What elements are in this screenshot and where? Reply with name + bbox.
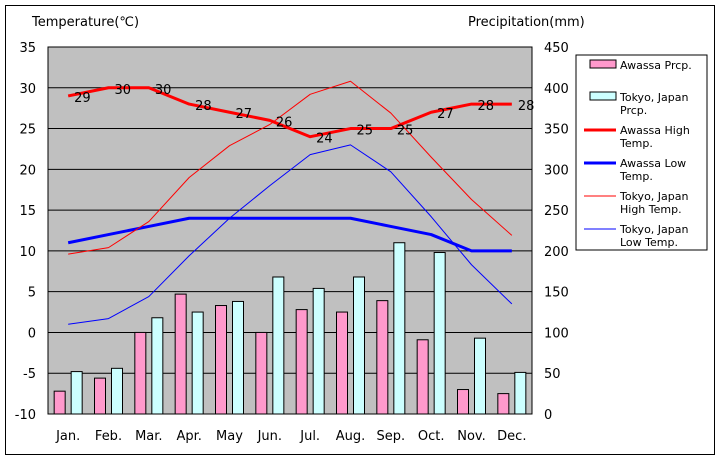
bar-tokyo-prcp (474, 337, 486, 415)
bar-tokyo-prcp (151, 317, 164, 415)
bar-tokyo-prcp (70, 371, 83, 415)
legend-label: Awassa Prcp. (620, 59, 692, 72)
right-tick-label: 200 (544, 245, 569, 260)
right-tick-label: 100 (544, 326, 569, 341)
left-tick-label: 5 (28, 286, 36, 301)
data-label: 30 (155, 83, 172, 98)
bar-awassa-prcp (416, 339, 429, 415)
right-tick-label: 0 (544, 408, 552, 423)
data-label: 30 (115, 83, 132, 98)
bar-tokyo-prcp (433, 252, 446, 415)
right-tick-label: 150 (544, 286, 569, 301)
x-tick-label: Sep. (377, 429, 406, 444)
data-label: 26 (276, 115, 293, 130)
x-tick-label: Feb. (95, 429, 122, 444)
series-line-3 (68, 144, 513, 325)
x-tick-label: Jan. (55, 429, 80, 444)
data-label: 28 (195, 99, 212, 114)
series-line-0 (67, 86, 512, 139)
left-tick-label: 0 (28, 326, 36, 341)
bar-tokyo-prcp (232, 300, 244, 415)
bars-group (53, 242, 527, 415)
left-tick-label: 30 (19, 82, 36, 97)
left-tick-label: 10 (19, 245, 36, 260)
x-tick-label: Apr. (176, 429, 201, 444)
left-tick-label: 15 (19, 204, 36, 219)
right-tick-label: 250 (544, 204, 569, 219)
bar-awassa-prcp (134, 331, 147, 415)
bar-tokyo-prcp (111, 367, 123, 415)
legend-label: Tokyo, Japan (619, 190, 688, 203)
lines-group (67, 80, 513, 325)
bar-tokyo-prcp (393, 242, 406, 415)
data-label: 28 (518, 99, 535, 114)
data-labels-group: 29 30 30 28 27 26 24 25 25 27 28 28 (74, 83, 534, 147)
right-tick-label: 450 (544, 41, 569, 56)
plot-area (47, 46, 533, 415)
x-tick-label: Nov. (457, 429, 486, 444)
bar-awassa-prcp (457, 389, 469, 415)
legend-label: Tokyo, Japan (619, 91, 688, 104)
series-line-2 (68, 80, 513, 255)
legend-swatch (589, 91, 617, 101)
bar-tokyo-prcp (191, 311, 204, 415)
bar-awassa-prcp (497, 393, 510, 415)
legend-box (575, 54, 708, 251)
x-tick-label: Dec. (497, 429, 526, 444)
data-label: 25 (357, 124, 374, 139)
bar-awassa-prcp (174, 293, 187, 415)
legend-swatch (589, 59, 617, 69)
bar-awassa-prcp (215, 305, 227, 415)
right-tick-label: 350 (544, 123, 569, 138)
legend-label: Tokyo, Japan (619, 223, 688, 236)
x-tick-label: Aug. (336, 429, 366, 444)
bar-tokyo-prcp (312, 287, 325, 415)
bar-awassa-prcp (336, 311, 348, 415)
left-tick-label: 25 (19, 123, 36, 138)
right-tick-label: 50 (544, 367, 561, 382)
data-label: 29 (74, 91, 91, 106)
legend-label: Prcp. (620, 104, 647, 117)
data-label: 27 (236, 107, 253, 122)
x-tick-label: Oct. (418, 429, 445, 444)
bar-tokyo-prcp (272, 276, 285, 415)
plot-border (47, 46, 533, 415)
bar-awassa-prcp (94, 377, 106, 415)
bar-awassa-prcp (295, 309, 308, 415)
x-tick-label: Jul. (299, 429, 320, 444)
legend-label: Temp. (619, 137, 653, 150)
data-label: 25 (397, 124, 414, 139)
bar-awassa-prcp (376, 300, 389, 415)
plot-background (48, 47, 532, 414)
legend-label: Awassa Low (620, 157, 686, 170)
data-label: 24 (316, 132, 333, 147)
bar-tokyo-prcp (353, 276, 365, 415)
legend-label: Temp. (619, 170, 653, 183)
left-tick-label: 20 (19, 163, 36, 178)
left-axis-title: Temperature(℃) (31, 15, 139, 30)
bar-awassa-prcp (255, 331, 268, 415)
data-label: 27 (437, 107, 454, 122)
bar-awassa-prcp (53, 390, 66, 415)
series-line-1 (67, 216, 512, 253)
bar-tokyo-prcp (514, 371, 527, 415)
right-tick-label: 400 (544, 82, 569, 97)
left-tick-label: -10 (15, 408, 36, 423)
axes-group: Temperature(℃) Precipitation(mm) 3530252… (15, 15, 585, 444)
x-tick-label: Jun. (257, 429, 282, 444)
left-tick-label: -5 (23, 367, 36, 382)
right-axis-title: Precipitation(mm) (468, 15, 585, 30)
left-tick-label: 35 (19, 41, 36, 56)
legend-label: High Temp. (620, 203, 682, 216)
x-tick-label: May (216, 429, 243, 444)
legend-label: Low Temp. (620, 236, 678, 249)
legend-label: Awassa High (620, 124, 690, 137)
right-tick-label: 300 (544, 163, 569, 178)
x-tick-label: Mar. (135, 429, 162, 444)
data-label: 28 (478, 99, 495, 114)
